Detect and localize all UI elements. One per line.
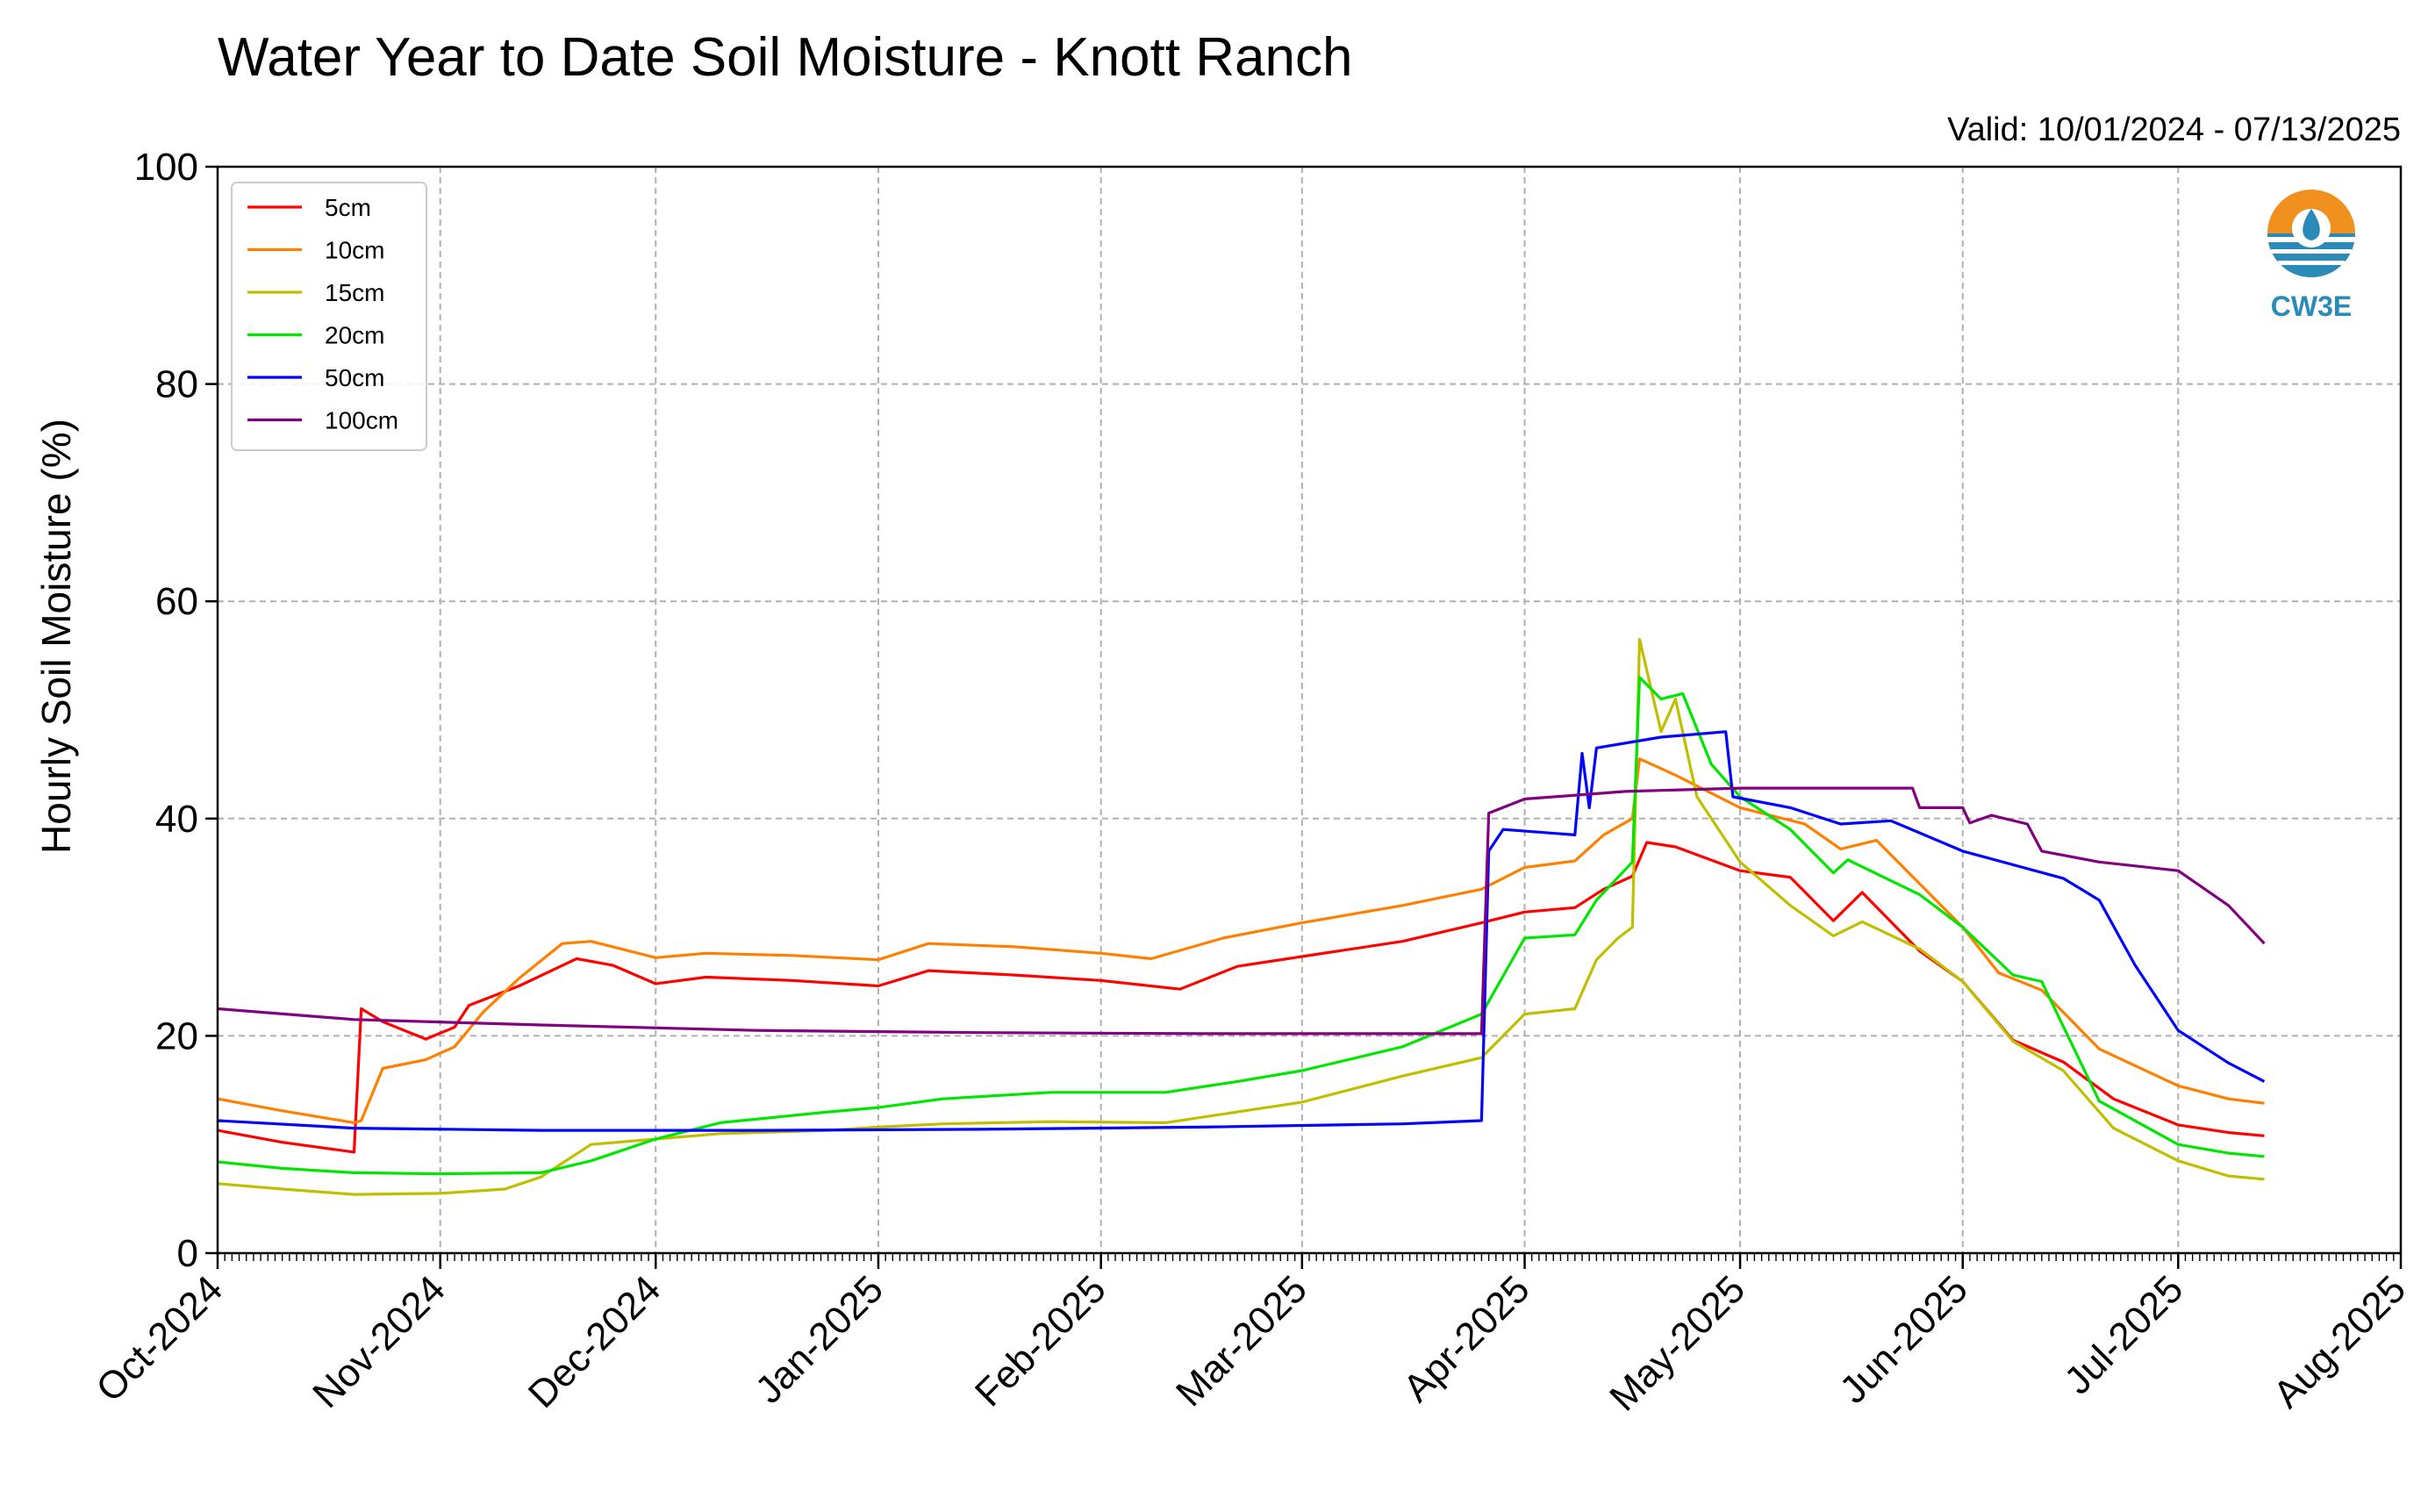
legend-label: 20cm	[325, 322, 384, 349]
x-tick-label: Apr-2025	[1395, 1267, 1538, 1410]
cw3e-logo: CW3E	[2267, 190, 2355, 322]
y-tick-label: 20	[155, 1014, 198, 1057]
grid-lines	[218, 167, 2401, 1253]
series-line-5cm	[217, 841, 2265, 1154]
legend: 5cm 10cm 15cm 20cm 50cm 100cm	[231, 182, 427, 451]
logo-text: CW3E	[2271, 290, 2352, 322]
y-tick-label: 100	[134, 146, 198, 189]
x-tick-label: Jun-2025	[1831, 1267, 1975, 1411]
x-tick-label: Oct-2024	[88, 1267, 231, 1410]
logo-water-icon	[2267, 233, 2355, 277]
series-line-50cm	[217, 730, 2266, 1132]
x-tick-label: Nov-2024	[304, 1267, 454, 1416]
series-line-15cm	[217, 637, 2265, 1196]
series-line-10cm	[217, 757, 2265, 1125]
y-tick-label: 0	[177, 1232, 198, 1275]
y-axis-label: Hourly Soil Moisture (%)	[33, 419, 79, 854]
series-line-20cm	[217, 676, 2265, 1176]
y-tick-label: 80	[155, 363, 198, 406]
x-tick-label: Jul-2025	[2056, 1267, 2191, 1402]
x-tick-label: May-2025	[1601, 1267, 1753, 1419]
legend-label: 100cm	[325, 407, 398, 434]
series-lines	[217, 637, 2266, 1196]
legend-label: 10cm	[325, 237, 384, 264]
axes: 0 20 40 60 80 100 Oct-2024 Nov-2024 Dec-2024 Jan-…	[88, 146, 2414, 1419]
chart-subtitle: Valid: 10/01/2024 - 07/13/2025	[1947, 111, 2401, 148]
x-tick-label: Jan-2025	[748, 1267, 892, 1411]
chart-title: Water Year to Date Soil Moisture - Knott…	[218, 27, 1352, 88]
legend-label: 5cm	[325, 194, 371, 221]
logo-droplet-icon	[2303, 209, 2320, 240]
x-tick-label: Feb-2025	[967, 1267, 1114, 1415]
y-tick-label: 40	[155, 798, 198, 841]
plot-frame	[216, 165, 2403, 1255]
y-tick-label: 60	[155, 580, 198, 623]
series-line-100cm	[217, 786, 2266, 1035]
x-tick-label: Mar-2025	[1168, 1267, 1315, 1415]
x-tick-label: Aug-2025	[2265, 1267, 2414, 1416]
legend-label: 15cm	[325, 279, 384, 306]
legend-label: 50cm	[325, 364, 384, 391]
x-tick-label: Dec-2024	[520, 1267, 670, 1416]
